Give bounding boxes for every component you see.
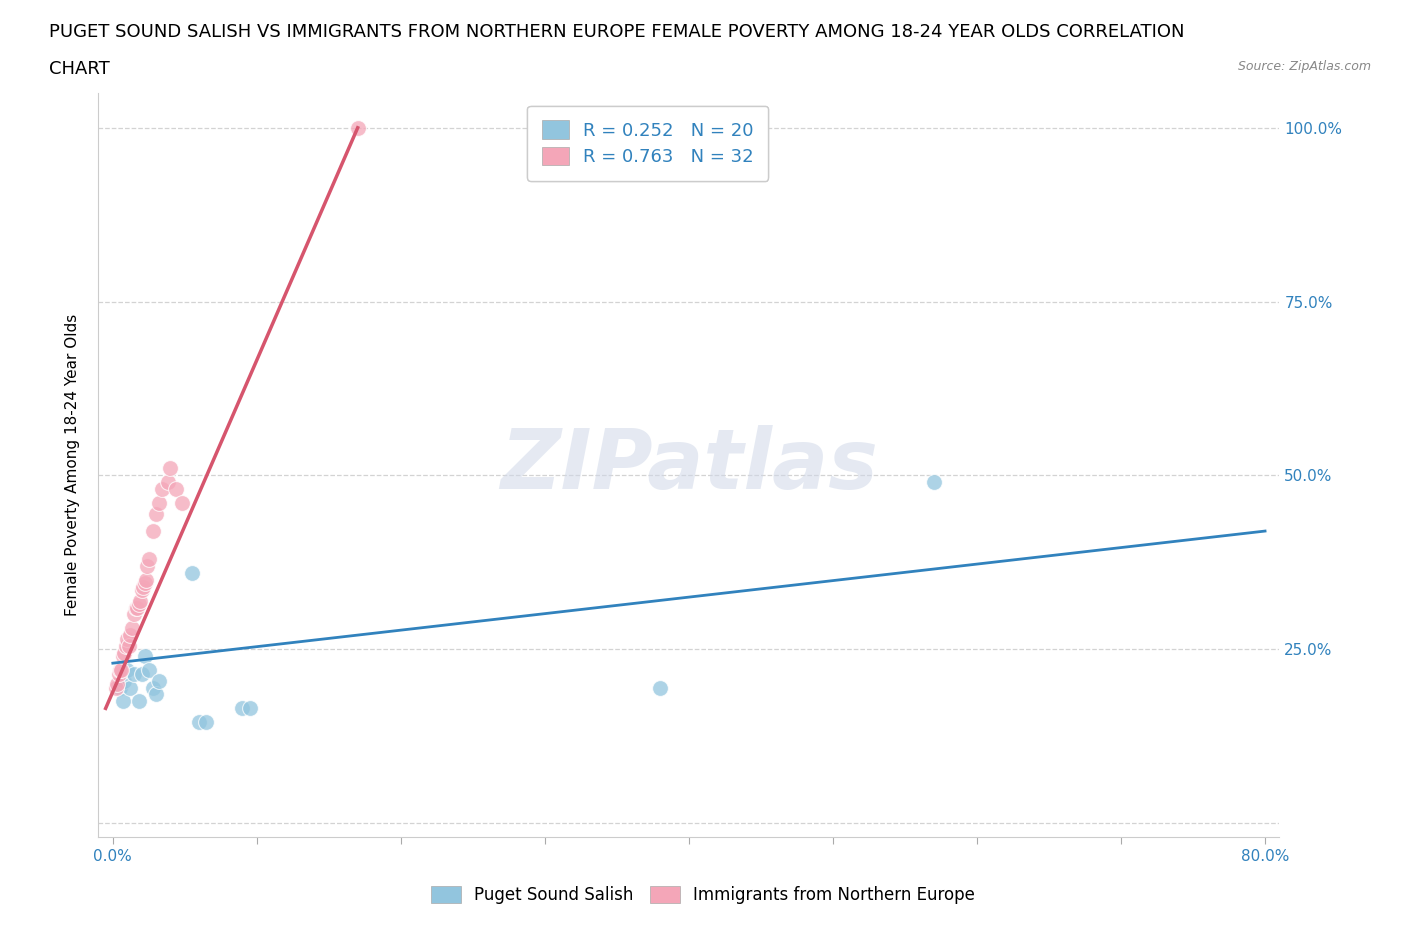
Point [127, 600, 149, 615]
Point [111, 649, 134, 664]
Point [145, 687, 167, 702]
Point [112, 673, 135, 688]
Point [142, 680, 165, 695]
Text: ZIPatlas: ZIPatlas [501, 424, 877, 506]
Point [115, 631, 138, 646]
Point [107, 666, 129, 681]
Point [150, 482, 173, 497]
Point [346, 120, 368, 135]
Point [114, 638, 136, 653]
Legend: R = 0.252   N = 20, R = 0.763   N = 32: R = 0.252 N = 20, R = 0.763 N = 32 [527, 106, 768, 180]
Point [159, 461, 181, 476]
Point [111, 694, 134, 709]
Point [125, 600, 148, 615]
Point [170, 496, 193, 511]
Point [105, 677, 128, 692]
Point [136, 558, 159, 573]
Point [121, 621, 143, 636]
Y-axis label: Female Poverty Among 18-24 Year Olds: Female Poverty Among 18-24 Year Olds [65, 314, 80, 617]
Point [922, 475, 945, 490]
Point [108, 680, 131, 695]
Point [142, 524, 165, 538]
Point [115, 663, 138, 678]
Point [131, 666, 153, 681]
Point [138, 663, 160, 678]
Point [129, 593, 152, 608]
Point [110, 663, 132, 678]
Text: PUGET SOUND SALISH VS IMMIGRANTS FROM NORTHERN EUROPE FEMALE POVERTY AMONG 18-24: PUGET SOUND SALISH VS IMMIGRANTS FROM NO… [49, 23, 1185, 41]
Text: CHART: CHART [49, 60, 110, 78]
Point [165, 482, 187, 497]
Point [188, 715, 211, 730]
Point [124, 666, 146, 681]
Point [120, 680, 142, 695]
Point [131, 583, 153, 598]
Point [138, 551, 160, 566]
Point [118, 638, 141, 653]
Point [128, 694, 150, 709]
Point [239, 701, 262, 716]
Point [124, 607, 146, 622]
Point [120, 628, 142, 643]
Point [134, 649, 156, 664]
Point [231, 701, 253, 716]
Point [132, 579, 155, 594]
Point [156, 475, 179, 490]
Point [148, 673, 170, 688]
Point [148, 496, 170, 511]
Point [195, 715, 218, 730]
Point [112, 645, 135, 660]
Legend: Puget Sound Salish, Immigrants from Northern Europe: Puget Sound Salish, Immigrants from Nort… [422, 878, 984, 912]
Point [134, 576, 156, 591]
Point [650, 680, 672, 695]
Point [104, 680, 127, 695]
Point [145, 506, 167, 521]
Text: Source: ZipAtlas.com: Source: ZipAtlas.com [1237, 60, 1371, 73]
Point [135, 572, 157, 587]
Point [108, 663, 131, 678]
Point [128, 597, 150, 612]
Point [181, 565, 204, 580]
